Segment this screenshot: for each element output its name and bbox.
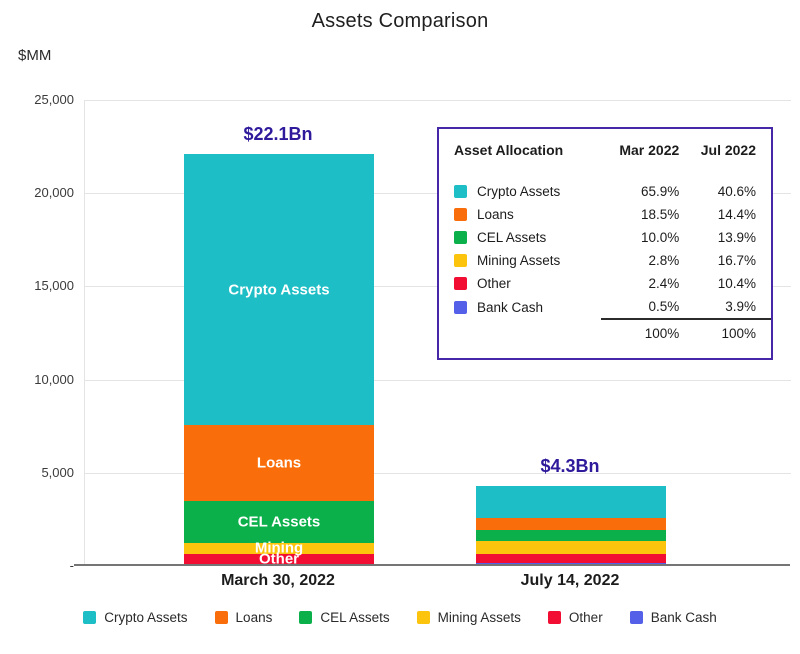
legend-item-mining-assets[interactable]: Mining Assets — [416, 610, 521, 625]
legend-item-cel-assets[interactable]: CEL Assets — [299, 610, 390, 625]
y-axis-unit-label: $MM — [18, 47, 52, 64]
segment-label-cel-assets: CEL Assets — [237, 513, 321, 531]
table-cell-jul-value: 16.7% — [717, 253, 756, 268]
y-axis-tick-label: 15,000 — [34, 278, 74, 294]
table-cell-mar-value: 18.5% — [641, 207, 680, 222]
crypto-assets-legend-swatch-icon — [83, 611, 97, 624]
bar-segment-loans[interactable] — [476, 518, 666, 530]
legend-label: Mining Assets — [437, 610, 521, 625]
y-axis-tick-label: 5,000 — [41, 464, 74, 480]
bar-total-label-march-30-2022: $22.1Bn — [243, 124, 313, 145]
plot-area: Crypto Assets Loans CEL Assets Mining Other — [84, 100, 791, 568]
gridline — [85, 100, 791, 101]
legend-item-loans[interactable]: Loans — [214, 610, 273, 625]
segment-label-other: Other — [258, 550, 300, 568]
bar-segment-crypto-assets[interactable]: Crypto Assets — [184, 154, 374, 426]
table-row-loans: Loans 18.5% 14.4% — [439, 203, 771, 226]
table-cell-asset-name: Mining Assets — [439, 249, 601, 272]
legend: Crypto Assets Loans CEL Assets Mining Asset… — [0, 610, 800, 625]
other-legend-swatch-icon — [547, 611, 561, 624]
table-row-other: Other 2.4% 10.4% — [439, 272, 771, 295]
table-total-jul: 100% — [679, 318, 771, 345]
table-total-mar: 100% — [601, 318, 680, 345]
mining-assets-color-swatch-icon — [454, 254, 467, 267]
bar-july-14-2022[interactable] — [476, 485, 666, 566]
y-axis-tick-label: - — [69, 558, 74, 573]
table-row-crypto-assets: Crypto Assets 65.9% 40.6% — [439, 180, 771, 203]
mining-assets-legend-swatch-icon — [416, 611, 430, 624]
bar-segment-other[interactable] — [476, 554, 666, 563]
table-cell-mar-value: 2.4% — [648, 276, 680, 291]
legend-label: Crypto Assets — [104, 610, 188, 625]
table-cell-asset-name: Crypto Assets — [439, 180, 601, 203]
table-header-asset-allocation: Asset Allocation — [454, 142, 564, 158]
allocation-table: Asset Allocation Mar 2022 Jul 2022 Crypt… — [437, 127, 773, 360]
y-axis-tick-label: 10,000 — [34, 371, 74, 387]
table-cell-jul-value: 10.4% — [717, 276, 756, 291]
table-cell-mar-value: 10.0% — [641, 230, 680, 245]
x-axis-baseline — [74, 564, 790, 566]
table-cell-jul-value: 3.9% — [725, 299, 756, 314]
table-row-bank-cash: Bank Cash 0.5% 3.9% — [439, 295, 771, 319]
segment-label-crypto-assets: Crypto Assets — [228, 281, 330, 299]
x-axis-category-label-july-14-2022: July 14, 2022 — [520, 572, 620, 589]
x-axis-category-label-march-30-2022: March 30, 2022 — [221, 572, 335, 589]
cel-assets-legend-swatch-icon — [299, 611, 313, 624]
y-axis-tick-label: 25,000 — [34, 92, 74, 107]
table-cell-asset-name: Loans — [439, 203, 601, 226]
table-cell-asset-name: CEL Assets — [439, 226, 601, 249]
legend-label: CEL Assets — [320, 610, 390, 625]
bar-total-label-july-14-2022: $4.3Bn — [540, 455, 600, 476]
other-color-swatch-icon — [454, 277, 467, 290]
legend-label: Bank Cash — [650, 610, 717, 625]
crypto-assets-color-swatch-icon — [454, 185, 467, 198]
legend-item-bank-cash[interactable]: Bank Cash — [629, 610, 717, 625]
table-cell-asset-name: Bank Cash — [439, 295, 601, 319]
table-cell-jul-value: 14.4% — [717, 207, 756, 222]
allocation-table-header-row: Asset Allocation Mar 2022 Jul 2022 — [439, 139, 771, 160]
table-cell-mar-value: 65.9% — [641, 184, 680, 199]
table-cell-mar-value: 2.8% — [648, 253, 680, 268]
cel-assets-color-swatch-icon — [454, 231, 467, 244]
legend-label: Loans — [235, 610, 273, 625]
bar-segment-cel-assets[interactable] — [476, 529, 666, 542]
bar-segment-other[interactable]: Other — [184, 550, 374, 568]
segment-label-mining-assets: Mining — [254, 539, 304, 557]
legend-item-other[interactable]: Other — [547, 610, 603, 625]
table-cell-mar-value: 0.5% — [648, 299, 680, 314]
table-header-jul-2022: Jul 2022 — [700, 142, 756, 158]
table-header-mar-2022: Mar 2022 — [619, 142, 680, 158]
bank-cash-legend-swatch-icon — [629, 611, 643, 624]
table-row-cel-assets: CEL Assets 10.0% 13.9% — [439, 226, 771, 249]
gridline — [85, 472, 791, 474]
table-cell-jul-value: 40.6% — [717, 184, 756, 199]
bank-cash-color-swatch-icon — [454, 300, 467, 314]
legend-item-crypto-assets[interactable]: Crypto Assets — [83, 610, 188, 625]
table-cell-asset-name: Other — [439, 272, 601, 295]
table-row-mining-assets: Mining Assets 2.8% 16.7% — [439, 249, 771, 272]
gridline — [85, 379, 791, 381]
bar-segment-mining-assets[interactable] — [476, 541, 666, 555]
y-axis-tick-label: 20,000 — [34, 185, 74, 201]
bar-segment-crypto-assets[interactable] — [476, 485, 666, 519]
legend-label: Other — [568, 610, 603, 625]
chart-title: Assets Comparison — [311, 10, 489, 32]
bar-march-30-2022[interactable]: Crypto Assets Loans CEL Assets Mining Other — [184, 154, 374, 568]
segment-label-loans: Loans — [256, 454, 302, 472]
bar-segment-cel-assets[interactable]: CEL Assets — [184, 501, 374, 543]
table-total-row: 100% 100% — [439, 318, 771, 345]
table-cell-jul-value: 13.9% — [717, 230, 756, 245]
bar-segment-mining-assets[interactable]: Mining — [184, 539, 374, 557]
loans-legend-swatch-icon — [214, 611, 228, 624]
bar-segment-loans[interactable]: Loans — [184, 425, 374, 502]
loans-color-swatch-icon — [454, 208, 467, 221]
